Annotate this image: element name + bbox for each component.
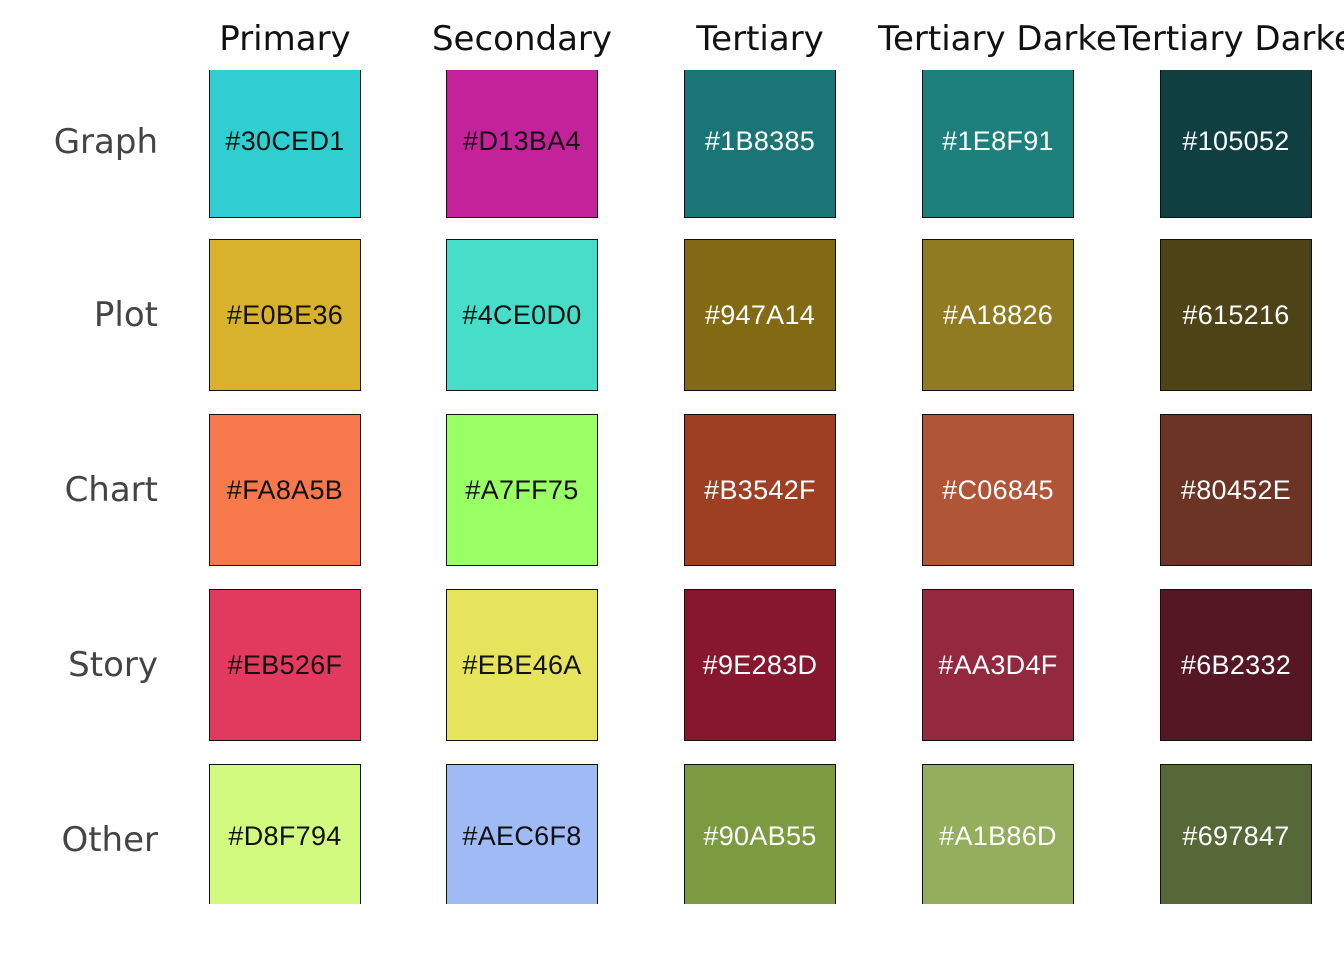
hex-code-label: #A1B86D [939,821,1057,851]
row-label: Plot [93,295,158,335]
hex-code-label: #1E8F91 [942,126,1054,156]
hex-code-label: #4CE0D0 [462,299,582,330]
color-swatch: #AEC6F8 [446,764,598,904]
hex-code-label: #697847 [1182,821,1290,851]
color-swatch: #90AB55 [684,764,836,904]
color-swatch: #947A14 [684,239,836,391]
hex-code-label: #947A14 [704,299,816,330]
hex-code-label: #AEC6F8 [462,821,582,851]
color-swatch: #1B8385 [684,70,836,218]
color-swatch: #1E8F91 [922,70,1074,218]
row-label: Other [61,820,158,860]
hex-code-label: #B3542F [704,474,816,505]
hex-code-label: #80452E [1180,474,1292,505]
hex-code-label: #9E283D [702,649,818,680]
color-swatch: #FA8A5B [209,414,361,566]
hex-code-label: #D8F794 [228,821,342,851]
color-swatch: #EB526F [209,589,361,741]
column-header: Tertiary Darker [878,19,1118,59]
row-label: Chart [64,470,158,510]
hex-code-label: #A7FF75 [465,474,579,505]
color-swatch: #697847 [1160,764,1312,904]
hex-code-label: #C06845 [942,474,1054,505]
color-swatch: #30CED1 [209,70,361,218]
hex-code-label: #EB526F [227,649,343,680]
hex-code-label: #30CED1 [225,126,345,156]
color-swatch: #A1B86D [922,764,1074,904]
color-swatch: #A7FF75 [446,414,598,566]
color-swatch: #D13BA4 [446,70,598,218]
column-header: Tertiary Darkest [1116,19,1344,59]
color-swatch: #EBE46A [446,589,598,741]
color-swatch: #80452E [1160,414,1312,566]
row-label: Story [68,645,158,685]
color-swatch: #C06845 [922,414,1074,566]
hex-code-label: #105052 [1182,126,1290,156]
hex-code-label: #1B8385 [704,126,816,156]
color-swatch: #AA3D4F [922,589,1074,741]
row-label: Graph [53,122,158,162]
color-swatch: #4CE0D0 [446,239,598,391]
column-header: Primary [219,19,351,59]
hex-code-label: #EBE46A [462,649,582,680]
hex-code-label: #AA3D4F [938,649,1058,680]
column-header: Tertiary [696,19,824,59]
hex-code-label: #D13BA4 [463,126,581,156]
color-swatch: #B3542F [684,414,836,566]
color-swatch: #615216 [1160,239,1312,391]
hex-code-label: #90AB55 [703,821,817,851]
hex-code-label: #E0BE36 [226,299,344,330]
column-header: Secondary [431,19,613,59]
hex-code-label: #FA8A5B [226,474,344,505]
hex-code-label: #615216 [1182,299,1290,330]
color-swatch: #6B2332 [1160,589,1312,741]
color-swatch: #D8F794 [209,764,361,904]
hex-code-label: #6B2332 [1180,649,1292,680]
hex-code-label: #A18826 [942,299,1054,330]
color-swatch: #E0BE36 [209,239,361,391]
color-swatch: #105052 [1160,70,1312,218]
color-swatch: #9E283D [684,589,836,741]
color-swatch: #A18826 [922,239,1074,391]
